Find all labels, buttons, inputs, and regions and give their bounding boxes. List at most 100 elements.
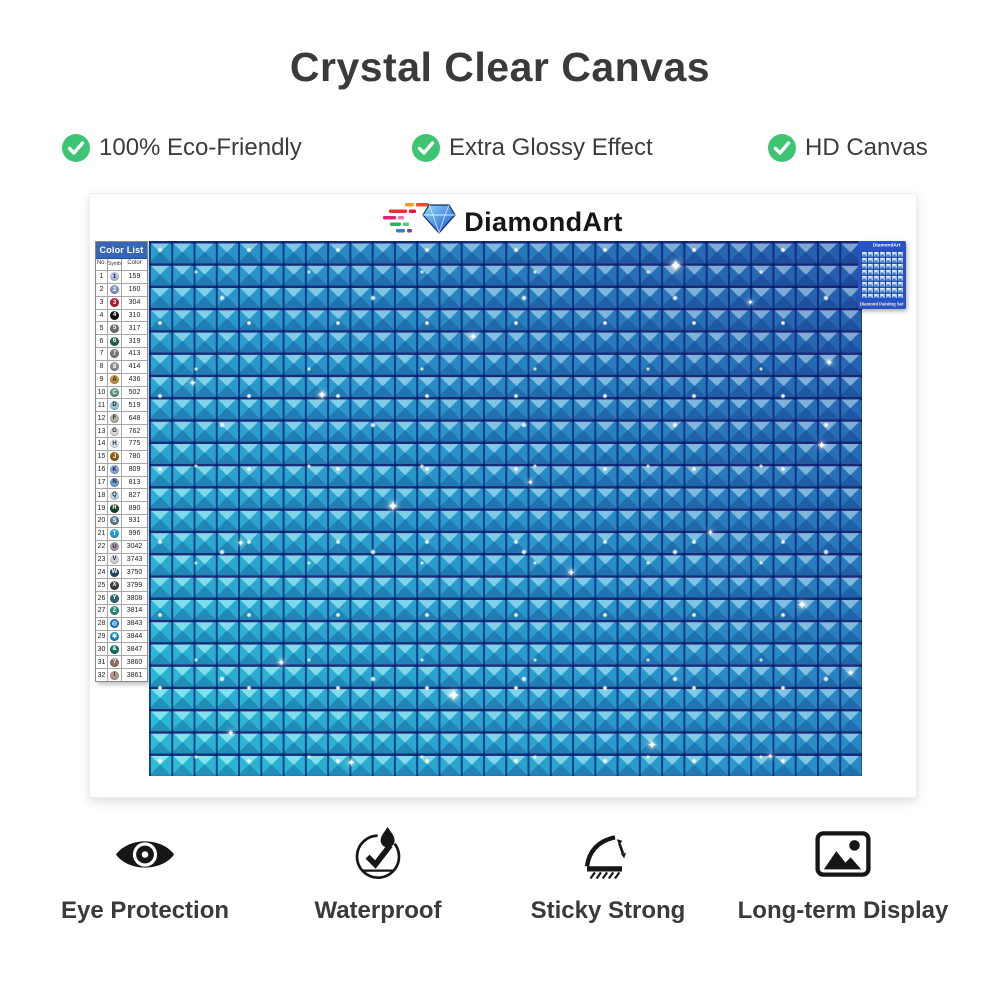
sparkle-icon: ✦ [647,738,658,752]
color-number: 25 [96,579,108,592]
color-symbol-cell: J [108,450,122,463]
color-symbol-cell: 4 [108,309,122,322]
color-code: 3860 [126,658,143,666]
thumbnail-diamond-grid [861,251,903,298]
feature-label: 100% Eco-Friendly [99,134,302,161]
benefit-sticky-strong: Sticky Strong [498,820,718,925]
color-list-row: 21 T 996 [96,526,147,540]
color-number: 20 [96,515,108,527]
color-list-row: 9 A 436 [96,372,147,386]
sparkle-icon: ✦ [747,298,754,307]
color-list-row: 25 X 3799 [96,578,147,592]
color-code: 3808 [126,594,143,602]
color-list-row: 31 ? 3860 [96,655,147,669]
color-swatch: / [110,670,119,680]
color-symbol-cell: X [108,579,122,592]
color-symbol-cell: A [108,373,122,386]
color-swatch: F [110,413,119,423]
color-number: 13 [96,425,108,437]
color-symbol-cell: G [108,425,122,437]
color-code: 304 [128,299,141,307]
color-symbol-cell: ◎ [108,617,122,630]
color-list-title: Color List [96,242,147,259]
color-code: 3861 [126,671,143,679]
color-list-row: 24 W 3750 [96,565,147,579]
color-swatch: A [110,375,119,385]
color-code: 414 [128,363,141,371]
color-number: 22 [96,540,108,553]
thumbnail-caption: Diamond Painting Set [860,301,904,307]
color-list-row: 20 S 931 [96,514,147,527]
sparkle-icon: ✦ [469,332,478,343]
feature-eco-friendly: 100% Eco-Friendly [62,134,302,162]
color-symbol-cell: R [108,502,122,515]
color-swatch: 6 [110,336,119,346]
color-symbol-cell: 2 [108,283,122,296]
color-symbol-cell: F [108,412,122,425]
color-number: 27 [96,604,108,617]
color-symbol-cell: D [108,399,122,412]
color-swatch: 4 [110,310,119,320]
benefit-label: Long-term Display [737,897,949,924]
color-swatch: Z [110,606,119,616]
color-swatch: C [110,388,119,398]
color-code: 762 [128,427,141,435]
color-list-row: 5 5 317 [96,321,147,335]
color-swatch: W [110,567,119,577]
check-icon [412,134,440,162]
color-list-row: 6 6 319 [96,334,147,348]
brand-name: DiamondArt [464,206,623,237]
brand-logo: DiamondArt [90,200,916,244]
color-swatch: 7 [110,349,119,359]
page-title: Crystal Clear Canvas [289,44,711,90]
color-swatch: G [110,426,119,436]
sparkle-icon: ✦ [189,378,197,388]
color-list-row: 22 U 3042 [96,539,147,553]
color-swatch: 3 [110,298,119,308]
color-list-row: 12 F 648 [96,411,147,425]
eye-icon [30,820,260,888]
color-symbol-cell: H [108,437,122,450]
color-number: 24 [96,566,108,579]
color-code: 319 [128,337,141,345]
color-symbol-cell: V [108,553,122,566]
feature-glossy-effect: Extra Glossy Effect [412,134,653,162]
color-number: 5 [96,322,108,335]
color-number: 7 [96,348,108,360]
color-swatch: ◎ [110,619,119,629]
color-swatch: V [110,554,119,564]
color-code: 3042 [126,543,143,551]
sparkle-icon: ✦ [707,528,714,537]
color-list-row: 15 J 780 [96,449,147,463]
sticky-strong-icon [498,820,718,888]
color-number: 12 [96,412,108,425]
color-code: 775 [128,440,141,448]
sparkle-icon: ✦ [227,728,235,738]
color-number: 26 [96,592,108,604]
color-code: 519 [128,401,141,409]
color-number: 9 [96,373,108,386]
benefit-long-term-display: Long-term Display [718,820,968,925]
benefit-label: Eye Protection [60,897,230,924]
color-list-row: 30 & 3847 [96,642,147,656]
color-list-row: 2 2 160 [96,282,147,296]
color-number: 18 [96,489,108,502]
color-swatch: K [110,465,119,475]
color-symbol-cell: & [108,643,122,656]
color-list-row: 10 C 502 [96,385,147,399]
color-number: 32 [96,669,108,681]
color-swatch: U [110,542,119,552]
color-list-row: 32 / 3861 [96,668,147,681]
color-list-row: 26 Y 3808 [96,591,147,604]
sparkle-icon: ✦ [317,388,328,402]
color-code: 502 [128,389,141,397]
color-list-row: 29 ✱ 3844 [96,629,147,643]
color-swatch: S [110,516,119,526]
column-header-color: Color [127,260,142,266]
product-canvas-card: DiamondArt Color List No. Symbol Color 1… [89,193,917,798]
check-icon [768,134,796,162]
color-list-row: 8 8 414 [96,359,147,373]
color-list-row: 11 D 519 [96,398,147,412]
color-swatch: X [110,580,119,590]
color-symbol-cell: Q [108,489,122,502]
